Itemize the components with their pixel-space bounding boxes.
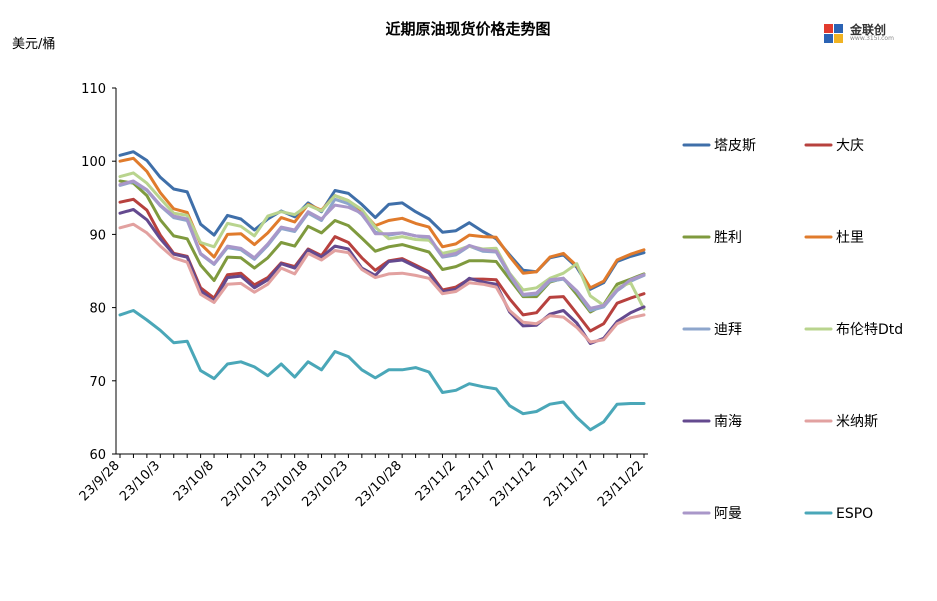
x-tick-label: 23/10/8 bbox=[171, 458, 217, 504]
series-line bbox=[118, 179, 646, 310]
x-tick-label: 23/11/22 bbox=[595, 458, 647, 510]
x-tick-label: 23/9/28 bbox=[77, 458, 123, 504]
x-tick-label: 23/10/3 bbox=[117, 458, 163, 504]
brand-logo-url: www.315i.com bbox=[850, 35, 894, 42]
y-tick-label: 90 bbox=[89, 228, 106, 243]
y-tick-label: 70 bbox=[89, 375, 106, 390]
legend-label: 大庆 bbox=[836, 138, 864, 154]
series-line bbox=[118, 222, 646, 344]
legend-label: 胜利 bbox=[714, 230, 742, 246]
legend-label: 布伦特Dtd bbox=[836, 322, 903, 338]
y-tick-label: 110 bbox=[81, 82, 106, 97]
legend-label: 迪拜 bbox=[714, 322, 742, 338]
legend-label: 米纳斯 bbox=[836, 414, 878, 430]
brand-logo: 金联创 www.315i.com bbox=[822, 20, 902, 46]
legend-label: 南海 bbox=[714, 414, 742, 430]
y-tick-label: 100 bbox=[81, 155, 106, 170]
y-tick-label: 60 bbox=[89, 448, 106, 463]
x-tick-label: 23/11/2 bbox=[413, 458, 459, 504]
series-line bbox=[118, 156, 646, 290]
brand-logo-name: 金联创 bbox=[850, 23, 887, 37]
y-axis-unit-label: 美元/桶 bbox=[12, 37, 55, 52]
legend-label: 杜里 bbox=[836, 230, 864, 246]
legend-label: 塔皮斯 bbox=[714, 138, 756, 154]
x-tick-label: 23/11/17 bbox=[541, 458, 593, 510]
brand-logo-icon bbox=[824, 24, 843, 43]
y-tick-label: 80 bbox=[89, 302, 106, 317]
legend-label: 阿曼 bbox=[714, 506, 742, 522]
x-tick-label: 23/10/28 bbox=[353, 458, 405, 510]
series-line bbox=[118, 208, 646, 345]
chart-title: 近期原油现货价格走势图 bbox=[385, 20, 550, 38]
series-line bbox=[118, 309, 646, 432]
series-line bbox=[118, 197, 646, 333]
legend-label: ESPO bbox=[836, 506, 873, 522]
